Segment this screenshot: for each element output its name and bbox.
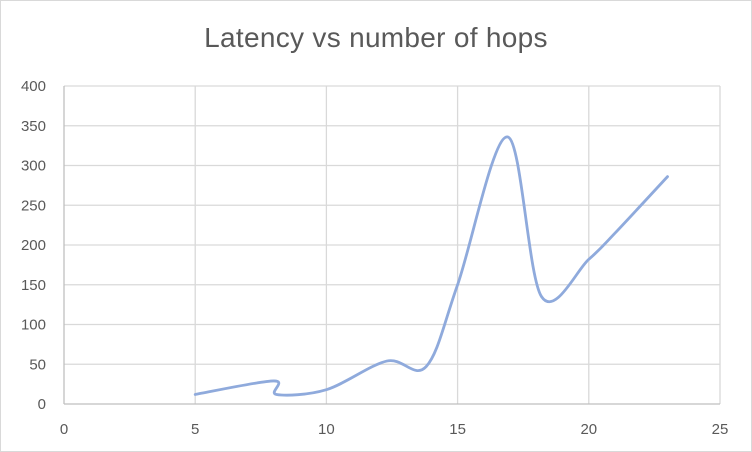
x-tick-label: 20 — [580, 421, 597, 438]
y-tick-label: 150 — [21, 277, 46, 294]
series-line-0 — [193, 135, 669, 397]
chart-title: Latency vs number of hops — [204, 22, 548, 53]
y-tick-label: 0 — [38, 396, 46, 413]
y-tick-label: 50 — [29, 356, 46, 373]
x-tick-label: 0 — [60, 421, 68, 438]
y-tick-label: 250 — [21, 197, 46, 214]
x-tick-label: 15 — [449, 421, 466, 438]
y-tick-label: 400 — [21, 78, 46, 95]
y-tick-label: 200 — [21, 237, 46, 254]
y-tick-label: 300 — [21, 158, 46, 175]
gridlines — [64, 85, 721, 404]
y-tick-label: 100 — [21, 317, 46, 334]
x-tick-label: 10 — [318, 421, 335, 438]
y-tick-label: 350 — [21, 118, 46, 135]
series-layer — [193, 135, 669, 397]
x-tick-label: 25 — [712, 421, 729, 438]
axes — [63, 86, 720, 405]
tick-labels: 0 50 100 150 200 250 300 350 400 0 5 10 15 20 25 — [21, 78, 728, 438]
x-tick-label: 5 — [191, 421, 199, 438]
